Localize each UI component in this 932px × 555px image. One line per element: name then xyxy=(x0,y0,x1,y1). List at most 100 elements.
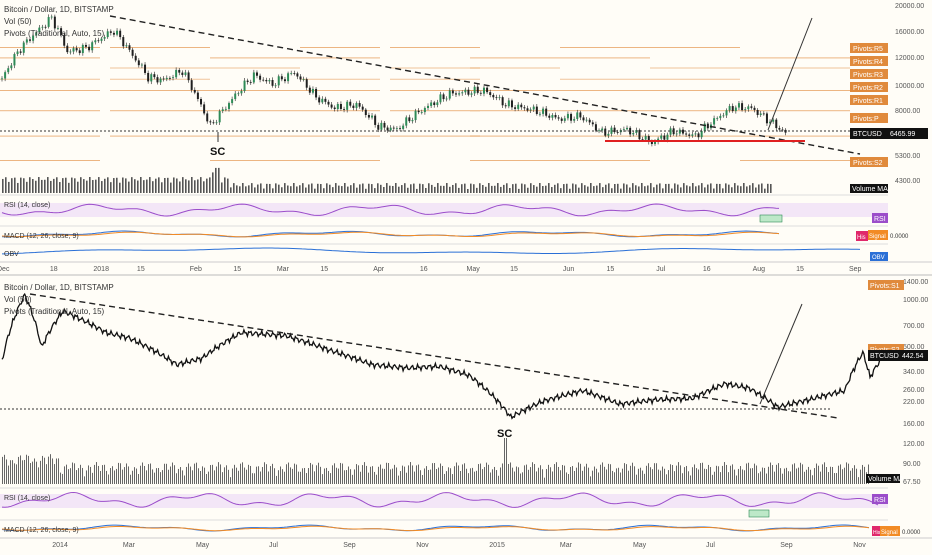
bottom-price-axis[interactable] xyxy=(888,278,932,486)
top-volume-bar xyxy=(86,180,88,193)
top-candle xyxy=(60,28,63,35)
bottom-volume-bar xyxy=(734,469,735,484)
bottom-volume-bar xyxy=(340,462,341,484)
bottom-volume-bar xyxy=(398,475,399,484)
top-volume-bar xyxy=(563,184,565,193)
bottom-volume-bar xyxy=(522,472,523,484)
bottom-volume-bar xyxy=(806,469,807,484)
bottom-volume-bar xyxy=(316,465,317,484)
top-candle xyxy=(271,80,274,86)
bottom-volume-bar xyxy=(726,464,727,484)
top-candle xyxy=(479,92,482,94)
pivot-tag-p[interactable] xyxy=(850,113,888,123)
bottom-volume-bar xyxy=(156,468,157,484)
bottom-volume-bar xyxy=(528,469,529,484)
top-volume-bar xyxy=(242,183,244,193)
pivot-tag-r5-label: Pivots:R5 xyxy=(853,46,883,53)
top-volume-bar xyxy=(428,183,430,193)
top-volume-bar xyxy=(239,186,241,193)
pivot-tag-r2[interactable] xyxy=(850,82,888,92)
bottom-volume-bar xyxy=(326,467,327,484)
bottom-volume-bar xyxy=(98,465,99,484)
top-volume-bar xyxy=(188,180,190,193)
top-candle xyxy=(430,102,433,106)
top-volume-bar xyxy=(398,186,400,193)
bottom-volume-bar xyxy=(22,460,23,484)
pivot-tag-r4[interactable] xyxy=(850,56,888,66)
bottom-volume-bar xyxy=(518,467,519,484)
bottom-volume-bar xyxy=(476,470,477,484)
top-volume-bar xyxy=(356,187,358,193)
bottom-volume-bar xyxy=(362,465,363,484)
top-price-tag-value: 6465.99 xyxy=(890,131,915,138)
top-volume-bar xyxy=(305,187,307,193)
bottom-pivot-tag-s2[interactable] xyxy=(868,344,904,354)
top-candle xyxy=(523,107,526,109)
top-volume-bar xyxy=(326,183,328,193)
top-volume-bar xyxy=(623,183,625,193)
bottom-volume-bar xyxy=(94,464,95,484)
bottom-volume-bar xyxy=(500,467,501,484)
top-volume-bar xyxy=(689,186,691,193)
bottom-pivot-tag-s1[interactable] xyxy=(868,280,904,290)
bottom-volume-bar xyxy=(68,469,69,484)
bottom-volume-bar xyxy=(828,472,829,484)
top-candle xyxy=(265,79,268,82)
bottom-volume-ma-tag-box xyxy=(866,474,900,483)
top-volume-bar xyxy=(494,185,496,193)
top-price-axis[interactable] xyxy=(888,0,932,194)
top-candle xyxy=(66,45,69,53)
top-macd-zero: 0.0000 xyxy=(890,234,909,240)
bottom-volume-bar xyxy=(510,462,511,484)
pivot-tag-r3[interactable] xyxy=(850,69,888,79)
top-volume-bar xyxy=(560,188,562,193)
top-candle xyxy=(731,106,734,112)
top-candle xyxy=(147,72,150,82)
pivot-tag-r1[interactable] xyxy=(850,95,888,105)
top-volume-bar xyxy=(62,178,64,193)
top-volume-bar xyxy=(710,183,712,193)
top-volume-bar xyxy=(290,186,292,193)
bottom-volume-bar xyxy=(260,471,261,484)
top-date-tick: Feb xyxy=(190,266,202,273)
bottom-volume-bar xyxy=(434,463,435,484)
top-volume-bar xyxy=(569,188,571,193)
top-candle xyxy=(741,103,744,111)
bottom-volume-bar xyxy=(32,461,33,484)
top-candle xyxy=(476,86,479,93)
top-candle xyxy=(293,73,296,75)
top-candle xyxy=(28,39,31,41)
top-volume-bar xyxy=(767,183,769,193)
top-volume-bar xyxy=(20,177,22,193)
bottom-volume-bar xyxy=(224,467,225,484)
bottom-volume-bar xyxy=(128,466,129,484)
top-candle xyxy=(190,80,193,90)
top-candle xyxy=(716,118,719,119)
top-candle xyxy=(725,110,728,116)
bottom-volume-bar xyxy=(658,469,659,484)
bottom-volume-bar xyxy=(278,470,279,484)
bottom-volume-bar xyxy=(664,468,665,484)
bottom-volume-bar xyxy=(816,463,817,484)
top-candle xyxy=(209,121,212,123)
top-candle xyxy=(311,88,314,93)
bottom-price-pane[interactable] xyxy=(0,278,888,486)
bottom-volume-bar xyxy=(516,466,517,484)
bottom-volume-bar xyxy=(460,470,461,484)
pivot-tag-r5[interactable] xyxy=(850,43,888,53)
bottom-volume-bar xyxy=(742,469,743,484)
pivot-tag-s2[interactable] xyxy=(850,157,888,167)
bottom-volume-bar xyxy=(368,472,369,484)
bottom-volume-bar xyxy=(496,470,497,484)
bottom-volume-bar xyxy=(640,467,641,484)
top-rsi-tag: RSI xyxy=(874,216,886,223)
bottom-volume-bar xyxy=(694,464,695,484)
bottom-volume-bar xyxy=(690,475,691,484)
bottom-volume-bar xyxy=(312,464,313,484)
top-axis-tick: 5300.00 xyxy=(895,153,920,160)
top-candle xyxy=(719,115,722,119)
bottom-volume-bar xyxy=(328,470,329,484)
top-candle xyxy=(218,111,221,123)
top-volume-bar xyxy=(161,182,163,193)
bottom-volume-bar xyxy=(110,468,111,484)
